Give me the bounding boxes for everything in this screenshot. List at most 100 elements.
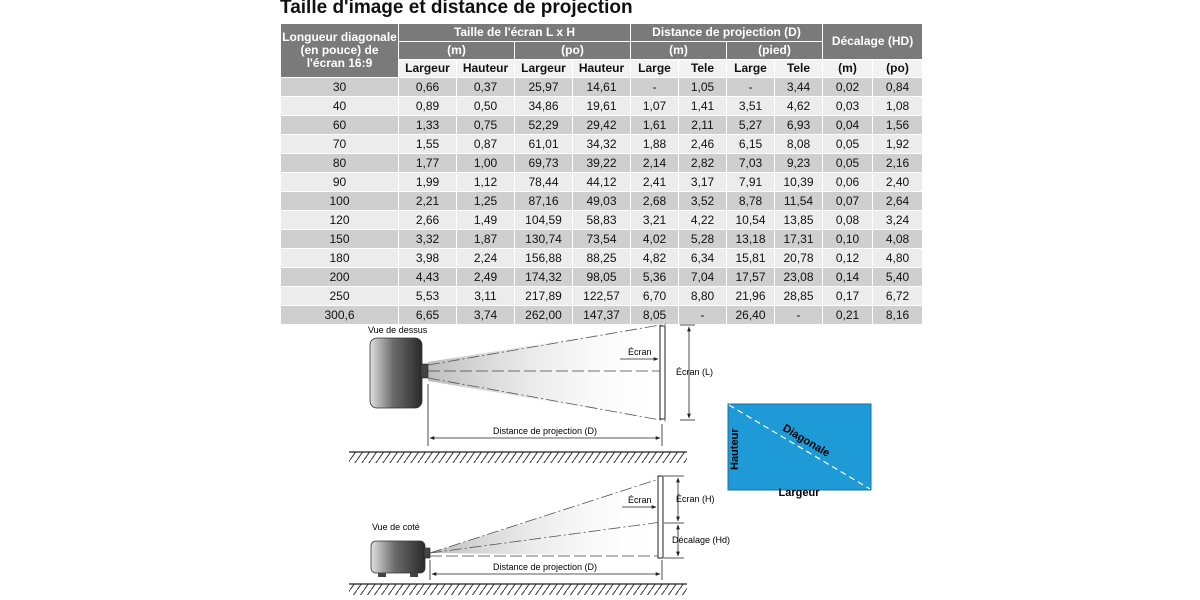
table-cell: 17,57 — [726, 267, 775, 287]
table-cell: 7,04 — [678, 267, 727, 287]
table-row: 100 2,21 1,25 87,16 49,03 2,68 3,52 8,78 11,54 0,… — [280, 191, 924, 211]
side-view: Vue de coté Écran Écran (H) Décalage (Hd… — [349, 475, 730, 595]
table-row: 200 4,43 2,49 174,32 98,05 5,36 7,04 17,57 23,08… — [280, 267, 924, 287]
top-view-projector — [369, 337, 423, 409]
top-view-beam — [428, 324, 666, 421]
table-cell: 4,22 — [678, 210, 727, 230]
diagonal-cell: 90 — [280, 172, 399, 192]
side-view-projector — [370, 540, 426, 574]
table-cell: 4,08 — [871, 229, 924, 249]
table-cell: 2,64 — [871, 191, 924, 211]
table-cell: 2,82 — [678, 153, 727, 173]
diagonal-line — [728, 404, 871, 490]
header-subcol: Tele — [774, 59, 823, 78]
table-cell: 8,05 — [630, 305, 679, 325]
table-cell: 1,87 — [456, 229, 515, 249]
table-cell: 130,74 — [514, 229, 573, 249]
table-cell: 3,98 — [398, 248, 457, 268]
table-cell: 3,21 — [630, 210, 679, 230]
table-cell: 2,46 — [678, 134, 727, 154]
table-body: 30 0,66 0,37 25,97 14,61-1,05-3,44 0,02 0,84 40… — [280, 77, 924, 325]
table-cell: 6,93 — [774, 115, 823, 135]
table-cell: 2,14 — [630, 153, 679, 173]
table-cell: 8,80 — [678, 286, 727, 306]
table-cell: 262,00 — [514, 305, 573, 325]
table-cell: 1,41 — [678, 96, 727, 116]
table-cell: 0,08 — [822, 210, 873, 230]
table-row: 40 0,89 0,50 34,86 19,61 1,07 1,41 3,51 4,62 0,03… — [280, 96, 924, 116]
table-cell: 1,00 — [456, 153, 515, 173]
table-cell: 39,22 — [572, 153, 631, 173]
table-cell: 44,12 — [572, 172, 631, 192]
table-row: 150 3,32 1,87 130,74 73,54 4,02 5,28 13,18 17,31… — [280, 229, 924, 249]
table-cell: 1,88 — [630, 134, 679, 154]
table-cell: 73,54 — [572, 229, 631, 249]
table-cell: 6,72 — [871, 286, 924, 306]
top-view-distance-label: Distance de projection (D) — [493, 426, 597, 436]
table-cell: 3,17 — [678, 172, 727, 192]
table-row: 60 1,33 0,75 52,29 29,42 1,61 2,11 5,27 6,93 0,04… — [280, 115, 924, 135]
table-cell: 19,61 — [572, 96, 631, 116]
table-cell: 3,44 — [774, 77, 823, 97]
table-cell: 0,17 — [822, 286, 873, 306]
table-cell: 0,37 — [456, 77, 515, 97]
table-cell: 0,02 — [822, 77, 873, 97]
table-row: 90 1,99 1,12 78,44 44,12 2,41 3,17 7,91 10,39 0,0… — [280, 172, 924, 192]
table-cell: 217,89 — [514, 286, 573, 306]
table-cell: 13,85 — [774, 210, 823, 230]
table-cell: 5,28 — [678, 229, 727, 249]
table-cell: 1,07 — [630, 96, 679, 116]
side-view-beam — [430, 478, 662, 556]
table-cell: 5,27 — [726, 115, 775, 135]
table-cell: - — [726, 77, 775, 97]
diagonal-cell: 250 — [280, 286, 399, 306]
table-cell: 2,11 — [678, 115, 727, 135]
height-label: Hauteur — [729, 428, 741, 470]
table-cell: 0,89 — [398, 96, 457, 116]
table-cell: 0,21 — [822, 305, 873, 325]
table-cell: 4,43 — [398, 267, 457, 287]
table-cell: 6,15 — [726, 134, 775, 154]
table-cell: 13,18 — [726, 229, 775, 249]
screen-width-label: Écran (L) — [676, 367, 713, 377]
table-cell: 69,73 — [514, 153, 573, 173]
table-cell: 26,40 — [726, 305, 775, 325]
table-row: 300,6 6,65 3,74 262,00 147,37 8,05-26,40-0,21… — [280, 305, 924, 325]
table-cell: 8,16 — [871, 305, 924, 325]
side-view-distance-label: Distance de projection (D) — [493, 562, 597, 572]
table-cell: 17,31 — [774, 229, 823, 249]
table-cell: 122,57 — [572, 286, 631, 306]
table-cell: 34,86 — [514, 96, 573, 116]
header-unit-pied: (pied) — [726, 41, 823, 60]
table-cell: 6,65 — [398, 305, 457, 325]
table-cell: 0,07 — [822, 191, 873, 211]
diagonal-cell: 60 — [280, 115, 399, 135]
top-view: Vue de dessus Écran Écran (L) Distance d… — [349, 323, 713, 463]
table-cell: 1,56 — [871, 115, 924, 135]
table-cell: - — [678, 305, 727, 325]
table-cell: 78,44 — [514, 172, 573, 192]
table-cell: 1,99 — [398, 172, 457, 192]
table-cell: 58,83 — [572, 210, 631, 230]
table-cell: 0,03 — [822, 96, 873, 116]
side-view-lens — [423, 547, 431, 559]
table-cell: 0,75 — [456, 115, 515, 135]
table-cell: 0,04 — [822, 115, 873, 135]
width-label: Largeur — [779, 487, 821, 499]
header-subcol: Largeur — [514, 59, 573, 78]
table-cell: 0,12 — [822, 248, 873, 268]
table-cell: 1,49 — [456, 210, 515, 230]
table-cell: 3,51 — [726, 96, 775, 116]
table-cell: 21,96 — [726, 286, 775, 306]
diagonal-cell: 40 — [280, 96, 399, 116]
header-subcol: Large — [726, 59, 775, 78]
table-row: 30 0,66 0,37 25,97 14,61-1,05-3,44 0,02 0,84 — [280, 77, 924, 97]
header-unit-po: (po) — [871, 59, 924, 78]
header-subcol: Hauteur — [572, 59, 631, 78]
table-cell: 3,32 — [398, 229, 457, 249]
table-cell: 3,11 — [456, 286, 515, 306]
table-cell: 14,61 — [572, 77, 631, 97]
table-cell: 2,49 — [456, 267, 515, 287]
header-subcol: Hauteur — [456, 59, 515, 78]
table-row: 180 3,98 2,24 156,88 88,25 4,82 6,34 15,81 20,78… — [280, 248, 924, 268]
